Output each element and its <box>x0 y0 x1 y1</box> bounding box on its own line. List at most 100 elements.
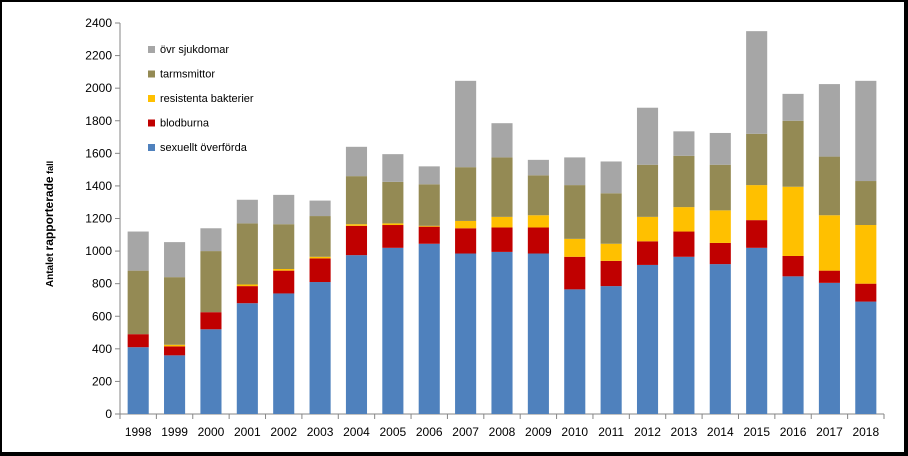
bar-segment <box>636 164 659 217</box>
bar-segment <box>600 243 622 261</box>
x-tick-label: 2014 <box>707 425 734 439</box>
bar-segment <box>782 120 804 187</box>
bar-segment <box>236 223 258 285</box>
bar-segment <box>345 255 368 414</box>
x-tick-label: 2015 <box>743 425 770 439</box>
bar-segment <box>382 181 404 224</box>
bar-segment <box>636 241 659 265</box>
bar-segment <box>855 181 877 226</box>
bar-segment <box>636 216 659 242</box>
legend-label: blodburna <box>160 118 210 130</box>
x-tick-label: 2006 <box>416 425 443 439</box>
bar-segment <box>600 193 622 244</box>
bar-segment <box>418 166 440 185</box>
y-tick-label: 1400 <box>85 179 112 193</box>
x-tick-label: 2003 <box>307 425 334 439</box>
x-tick-label: 2012 <box>634 425 661 439</box>
x-tick-label: 2008 <box>489 425 516 439</box>
bar-segment <box>273 270 295 294</box>
y-axis-title: Antalet rapporterade fall <box>42 161 56 287</box>
x-tick-label: 2001 <box>234 425 261 439</box>
bar-segment <box>309 200 331 217</box>
x-tick-label: 1998 <box>125 425 152 439</box>
bar-segment <box>164 277 186 345</box>
bar-segment <box>345 176 368 225</box>
bar-segment <box>491 123 513 158</box>
bar-segment <box>818 84 840 157</box>
bar-segment <box>855 301 877 414</box>
y-tick-label: 2000 <box>85 81 112 95</box>
bar-segment <box>564 238 586 257</box>
bar-segment <box>855 283 877 302</box>
bar-segment <box>709 242 731 265</box>
bar-segment <box>491 216 513 228</box>
bar-segment <box>236 199 258 224</box>
bar-segment <box>746 185 768 221</box>
bar-segment <box>564 289 586 414</box>
x-tick-label: 2018 <box>852 425 879 439</box>
y-tick-label: 2400 <box>85 16 112 30</box>
bar-segment <box>709 132 731 165</box>
bar-segment <box>200 329 222 414</box>
bar-segment <box>673 207 695 232</box>
legend-swatch <box>148 70 155 78</box>
bar-segment <box>200 228 222 252</box>
bar-segment <box>527 159 549 176</box>
y-tick-label: 2200 <box>85 49 112 63</box>
bar-segment <box>746 31 768 134</box>
bar-segment <box>673 131 695 156</box>
bar-segment <box>782 276 804 414</box>
y-tick-label: 1800 <box>85 114 112 128</box>
bar-segment <box>455 167 477 221</box>
bar-segment <box>236 303 258 414</box>
bar-segment <box>527 215 549 228</box>
legend-swatch <box>148 119 155 127</box>
bar-segment <box>164 355 186 414</box>
bar-segment <box>382 223 404 226</box>
bar-segment <box>309 282 331 414</box>
bar-segment <box>273 224 295 270</box>
bar-segment <box>164 346 186 356</box>
bar-segment <box>309 258 331 283</box>
x-tick-label: 2005 <box>380 425 407 439</box>
bar-segment <box>309 256 331 259</box>
bar-segment <box>200 251 222 313</box>
bar-segment <box>345 146 368 177</box>
bar-segment <box>600 260 622 287</box>
x-tick-label: 2010 <box>561 425 588 439</box>
bar-segment <box>527 175 549 216</box>
x-tick-label: 2002 <box>270 425 297 439</box>
x-tick-label: 2000 <box>198 425 225 439</box>
bar-segment <box>273 194 295 225</box>
x-tick-label: 1999 <box>161 425 188 439</box>
y-tick-label: 1600 <box>85 146 112 160</box>
bar-segment <box>382 247 404 414</box>
bar-segment <box>127 334 149 348</box>
bar-segment <box>382 225 404 248</box>
bar-segment <box>600 286 622 414</box>
bar-segment <box>782 93 804 121</box>
bar-segment <box>600 161 622 194</box>
y-tick-label: 400 <box>92 342 112 356</box>
bar-segment <box>491 157 513 217</box>
bar-segment <box>709 210 731 243</box>
y-tick-label: 800 <box>92 277 112 291</box>
bar-segment <box>855 225 877 284</box>
bar-segment <box>746 220 768 248</box>
bar-segment <box>418 225 440 227</box>
bar-segment <box>273 269 295 271</box>
bar-segment <box>564 185 586 239</box>
bar-segment <box>382 154 404 182</box>
bar-segment <box>527 227 549 254</box>
x-tick-label: 2011 <box>598 425 624 439</box>
bar-segment <box>345 225 368 256</box>
x-tick-label: 2013 <box>671 425 698 439</box>
legend-label: sexuellt överförda <box>160 142 248 154</box>
bar-segment <box>673 256 695 414</box>
x-tick-label: 2009 <box>525 425 552 439</box>
bar-segment <box>564 256 586 290</box>
bar-segment <box>236 286 258 304</box>
bar-segment <box>673 231 695 257</box>
